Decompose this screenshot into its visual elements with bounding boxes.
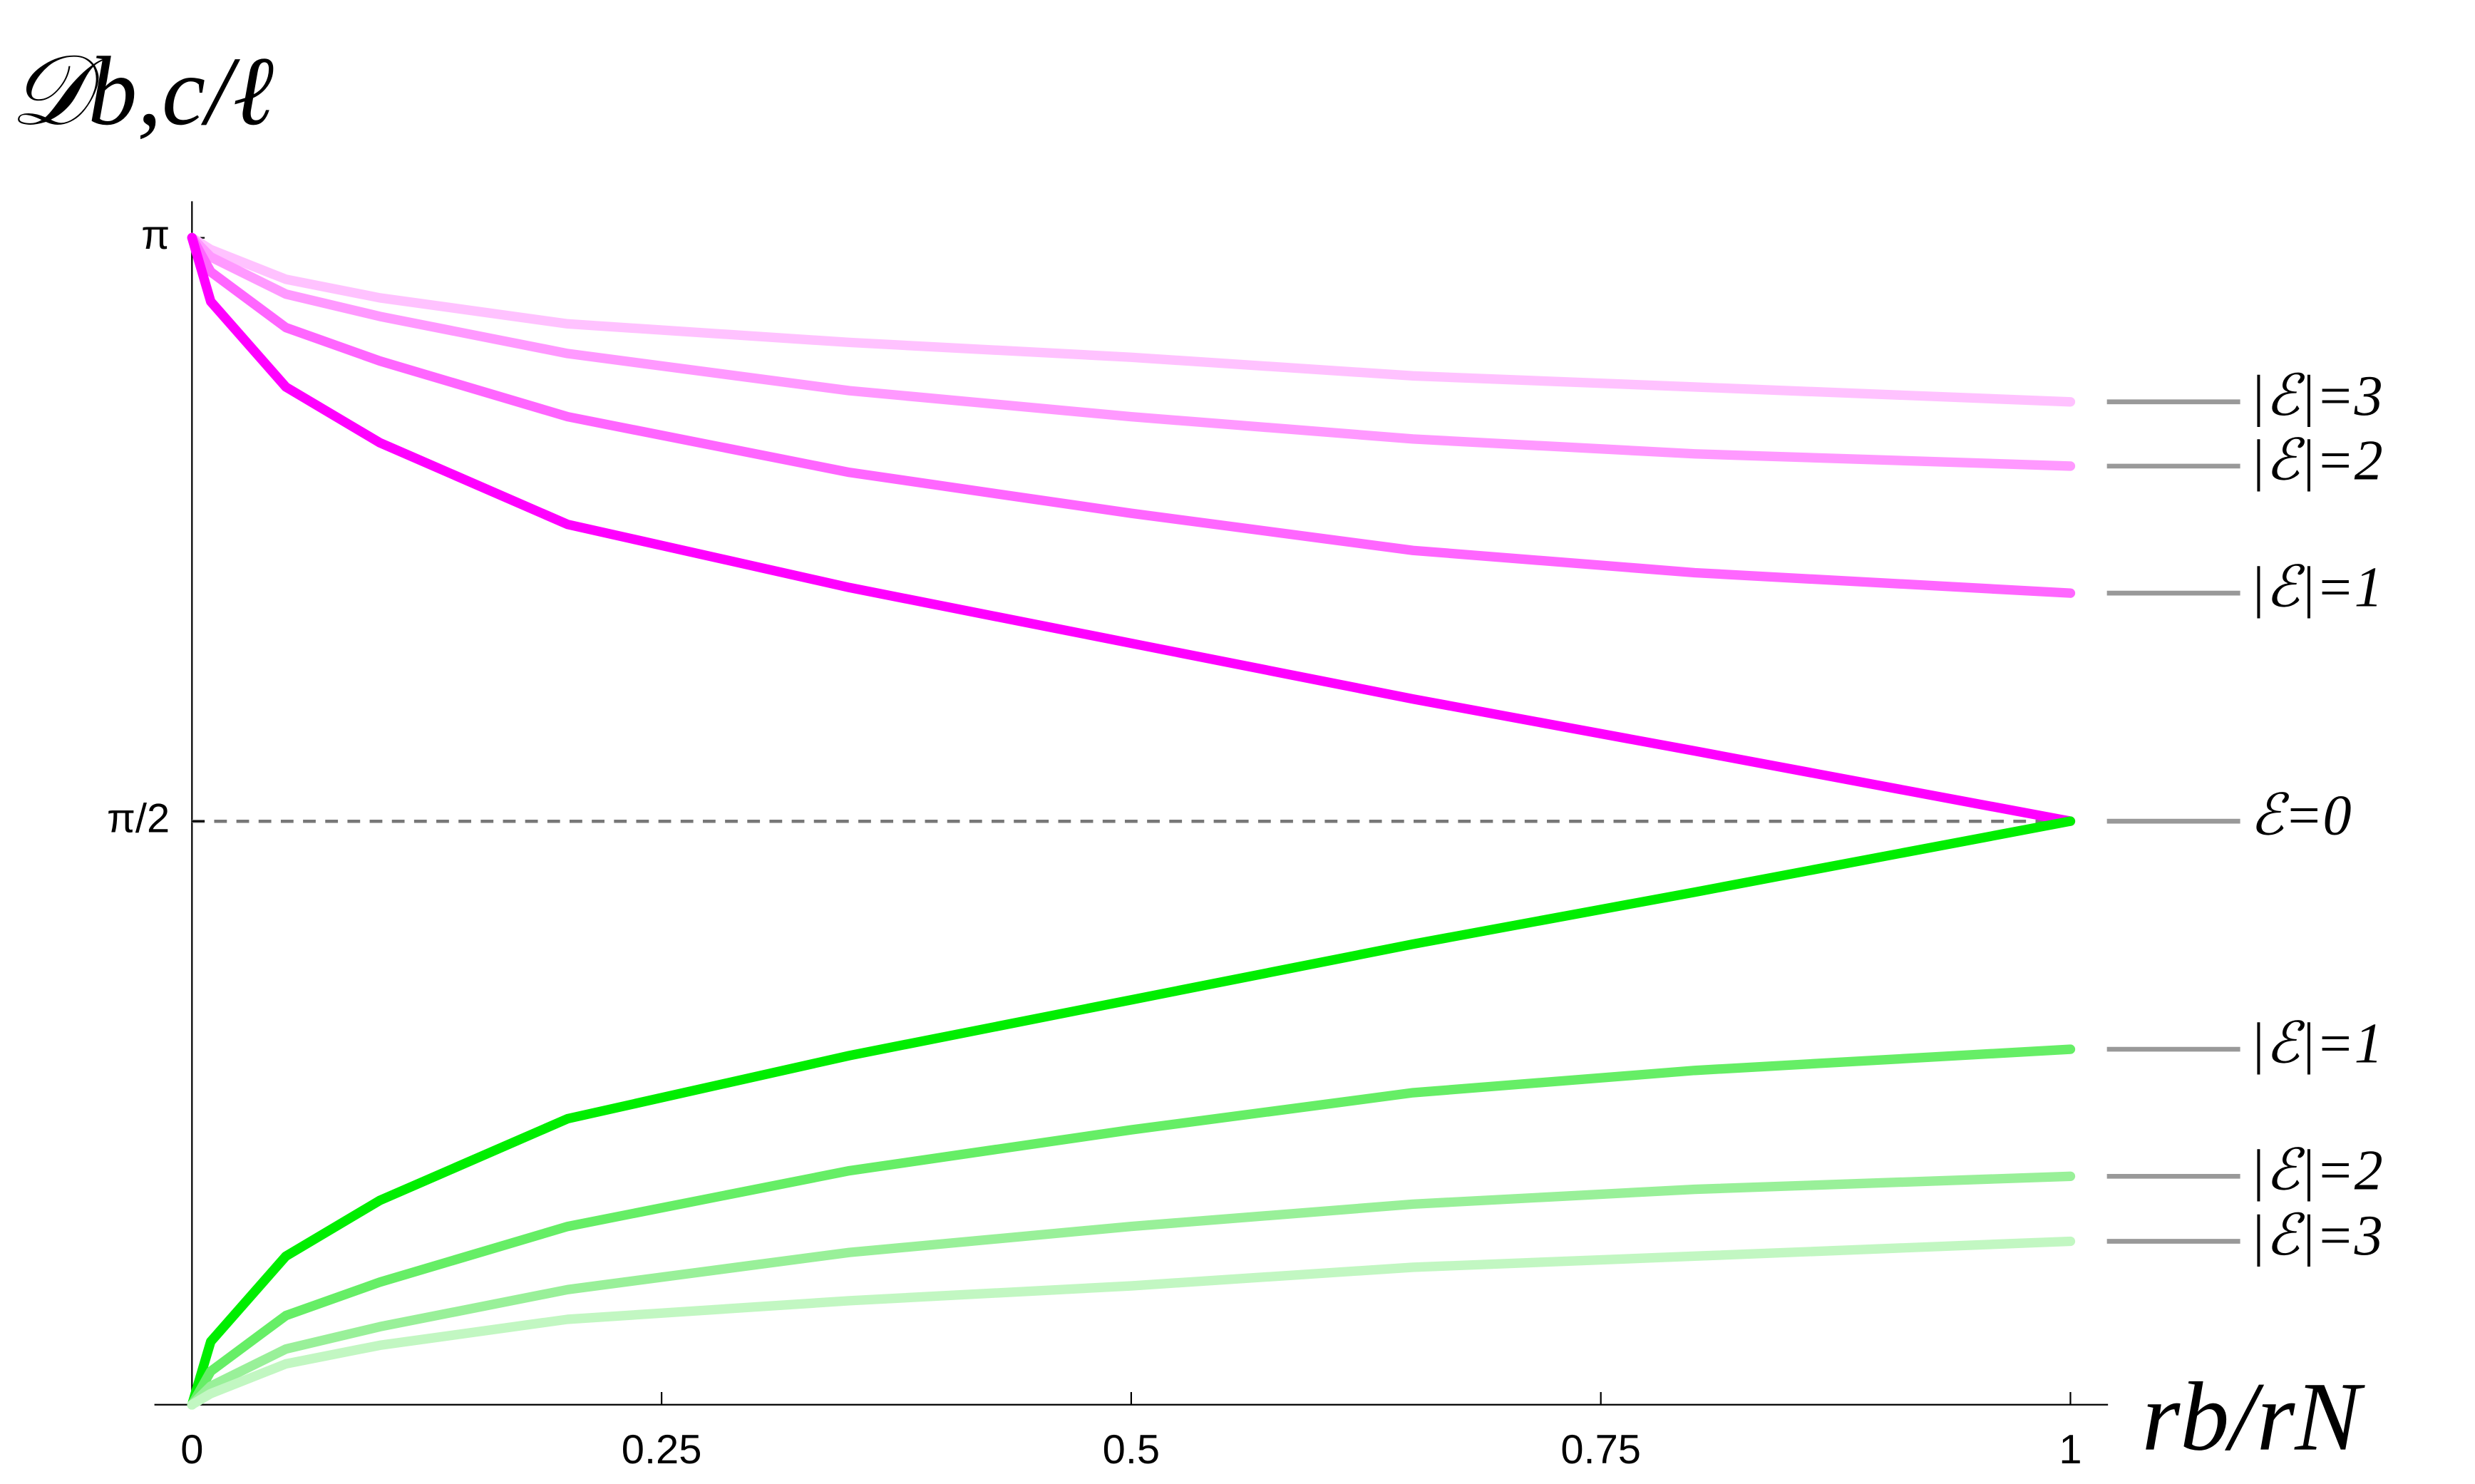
series-label: |ℰ|=3 [2250,1205,2383,1267]
series-line [187,232,2076,598]
series-line [187,1171,2076,1410]
x-tick-label: 0.75 [1560,1427,1641,1473]
x-axis-label: rb/rN [2142,1362,2366,1471]
x-tick-label: 1 [2059,1427,2082,1473]
series-label: ℰ=0 [2250,785,2352,847]
y-tick-label: π/2 [107,796,170,842]
series-line [187,1044,2076,1410]
series-label: |ℰ|=1 [2250,1012,2383,1075]
series-label: |ℰ|=1 [2250,557,2383,619]
y-tick-label: π [141,212,170,258]
series-line [187,232,2076,407]
series-line [187,1236,2076,1410]
y-axis-label: 𝒟b,c/ℓ [9,36,274,145]
series-label: |ℰ|=2 [2250,1140,2383,1202]
series-label: |ℰ|=2 [2250,429,2383,492]
series-line [187,232,2076,826]
x-tick-label: 0.25 [622,1427,702,1473]
series-line [187,232,2076,471]
series-label: |ℰ|=3 [2250,365,2383,428]
x-tick-label: 0.5 [1103,1427,1160,1473]
series-line [187,816,2076,1410]
x-tick-label: 0 [180,1427,203,1473]
